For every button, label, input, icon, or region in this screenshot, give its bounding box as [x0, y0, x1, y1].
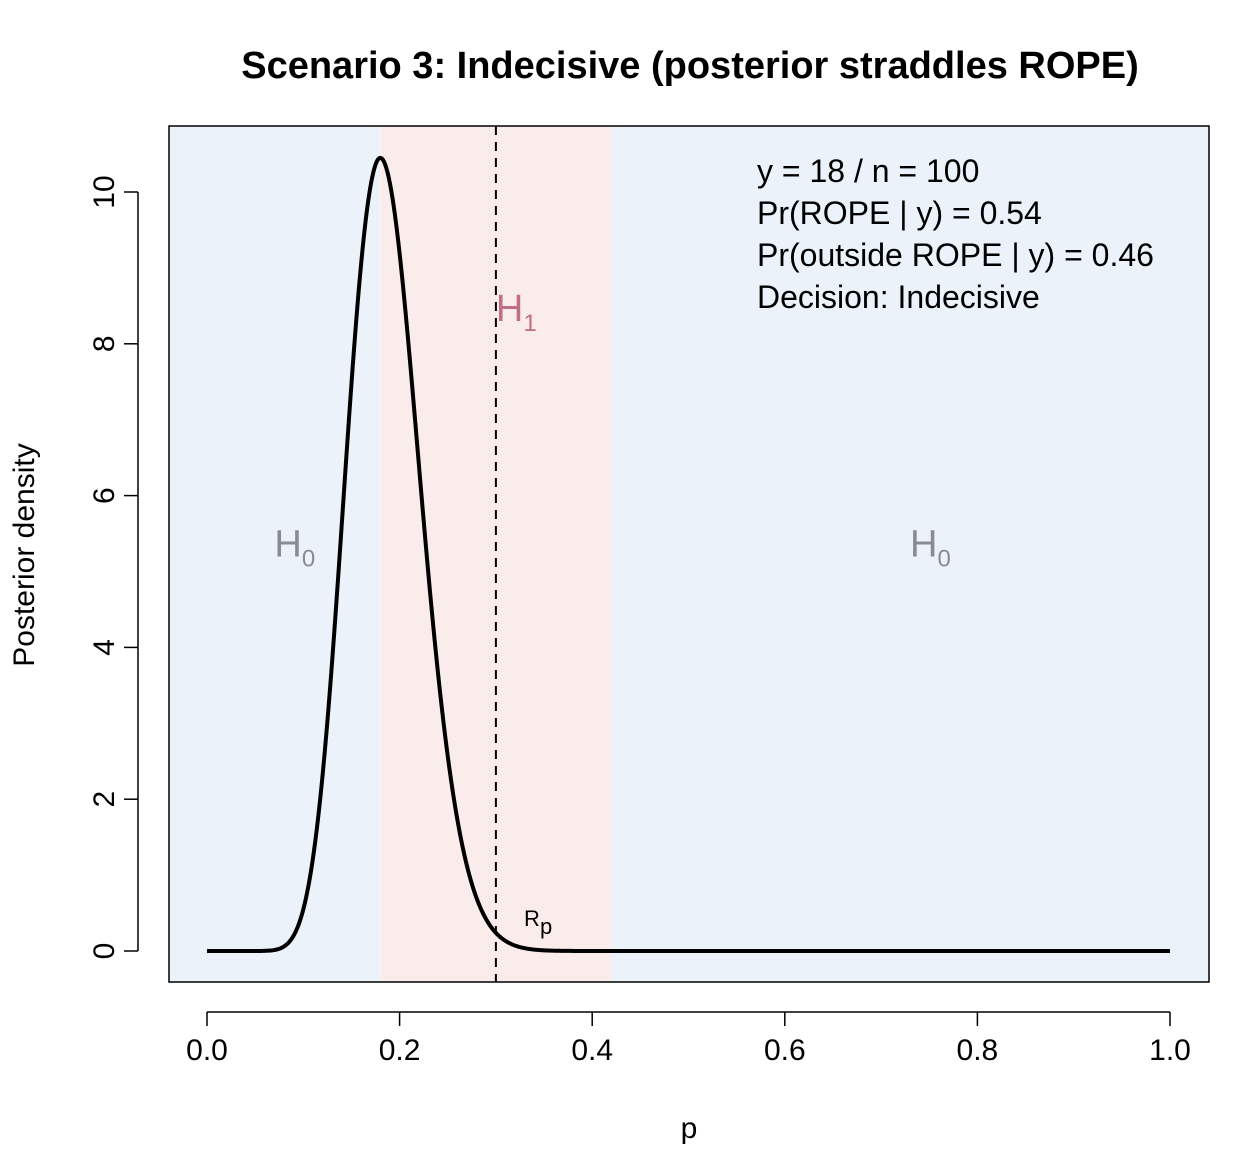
- y-tick-label-5: 10: [88, 175, 121, 208]
- region-backgrounds: [169, 126, 1209, 982]
- x-tick-label-4: 0.8: [957, 1034, 999, 1067]
- annotation-line-3: Decision: Indecisive: [757, 279, 1040, 315]
- region-band-1: [380, 126, 612, 982]
- x-axis: 0.0 0.2 0.4 0.6 0.8 1.0: [186, 1011, 1191, 1067]
- region-label-0: H0: [274, 523, 315, 572]
- region-band-0: [169, 126, 381, 982]
- annotation-line-1: Pr(ROPE | y) = 0.54: [757, 195, 1042, 231]
- annotation-line-2: Pr(outside ROPE | y) = 0.46: [757, 237, 1154, 273]
- y-tick-label-2: 4: [88, 639, 121, 656]
- x-axis-label: p: [681, 1112, 698, 1145]
- annotation-line-0: y = 18 / n = 100: [757, 153, 979, 189]
- region-label-1: H1: [496, 288, 537, 337]
- region-label-2: H0: [910, 523, 951, 572]
- plot-frame: [168, 125, 1210, 983]
- y-tick-label-3: 6: [88, 487, 121, 504]
- rope-probability-label: Rp: [524, 906, 552, 939]
- x-tick-label-3: 0.6: [764, 1034, 806, 1067]
- x-tick-label-2: 0.4: [571, 1034, 613, 1067]
- x-tick-label-5: 1.0: [1149, 1034, 1191, 1067]
- y-tick-label-1: 2: [88, 791, 121, 808]
- y-tick-label-4: 8: [88, 335, 121, 352]
- y-axis: 0 2 4 6 8 10: [88, 175, 139, 960]
- chart-title: Scenario 3: Indecisive (posterior stradd…: [241, 45, 1139, 87]
- x-tick-label-0: 0.0: [186, 1034, 228, 1067]
- x-tick-label-1: 0.2: [379, 1034, 421, 1067]
- region-band-2: [611, 126, 1209, 982]
- y-axis-label: Posterior density: [8, 443, 41, 666]
- annotation-block: y = 18 / n = 100 Pr(ROPE | y) = 0.54 Pr(ou…: [757, 153, 1154, 315]
- posterior-density-curve: [206, 155, 1171, 953]
- y-tick-label-0: 0: [88, 943, 121, 960]
- region-labels: H0 H1 H0 Rp: [274, 288, 950, 939]
